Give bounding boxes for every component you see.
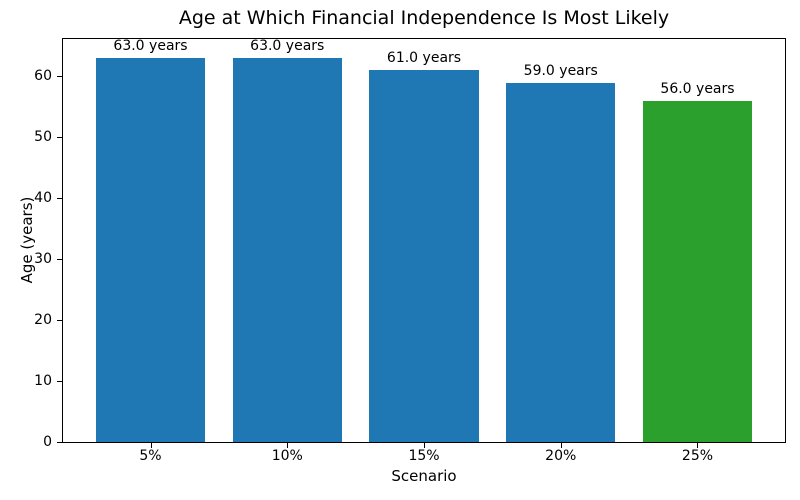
y-tick-mark <box>57 442 62 443</box>
y-tick-label: 50 <box>34 129 52 146</box>
chart-title: Age at Which Financial Independence Is M… <box>178 7 670 29</box>
y-tick-label: 40 <box>34 190 52 207</box>
bar-value-label: 56.0 years <box>660 80 735 97</box>
bar-value-label: 59.0 years <box>523 62 598 79</box>
y-tick-label: 30 <box>34 251 52 268</box>
y-tick-mark <box>57 381 62 383</box>
x-tick-mark <box>287 443 289 448</box>
x-tick-label: 20% <box>545 448 577 464</box>
bar-value-label: 63.0 years <box>250 38 325 55</box>
y-tick-mark <box>57 76 62 78</box>
bar-25% <box>642 100 753 442</box>
bar-value-label: 61.0 years <box>386 50 462 67</box>
x-axis-label: Scenario <box>391 467 457 485</box>
x-tick-label: 5% <box>139 448 162 464</box>
x-tick-label: 10% <box>271 448 303 464</box>
bar-5% <box>95 58 206 442</box>
x-tick-mark <box>560 443 562 448</box>
y-tick-mark <box>57 137 62 139</box>
y-axis-label: Age (years) <box>18 196 36 284</box>
x-tick-label: 25% <box>681 448 714 464</box>
y-tick-mark <box>57 259 62 261</box>
bar-20% <box>506 82 616 442</box>
bar-10% <box>232 58 342 442</box>
x-tick-mark <box>424 443 425 448</box>
y-tick-label: 0 <box>43 434 52 450</box>
bar-value-label: 63.0 years <box>113 38 188 55</box>
y-tick-label: 20 <box>34 312 52 329</box>
y-tick-label: 10 <box>34 373 52 390</box>
x-tick-mark <box>697 443 699 448</box>
y-tick-mark <box>57 198 62 200</box>
x-tick-mark <box>150 443 152 448</box>
x-tick-label: 15% <box>408 448 440 464</box>
bar-15% <box>369 70 479 442</box>
y-tick-mark <box>57 320 62 322</box>
plot-area: 63.0 years 63.0 years 61.0 years 59.0 years… <box>62 38 786 443</box>
y-tick-label: 60 <box>34 68 52 85</box>
